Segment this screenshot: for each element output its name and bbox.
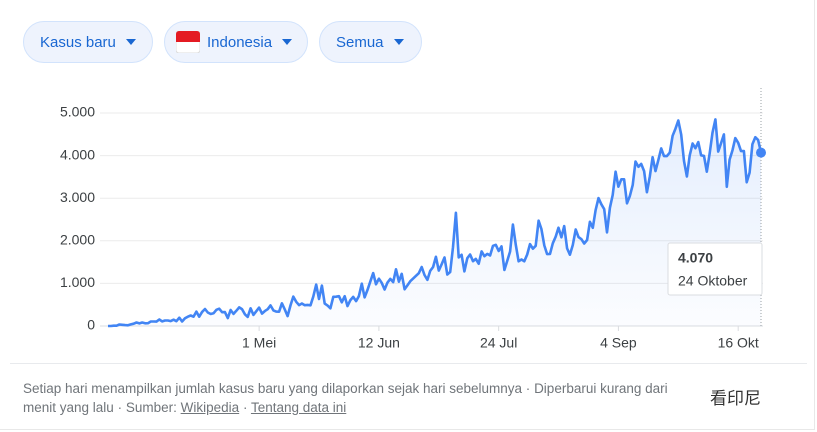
line [108,118,763,328]
dropdown-arrow [282,39,293,45]
tooltip-date: 24 Oktober [678,273,748,289]
y-tick-label: 1.000 [60,274,95,290]
dropdown-arrow [393,39,404,45]
metric-dropdown[interactable]: Kasus baru [23,21,153,63]
y-tick-label: 5.000 [60,104,95,120]
separator: · [525,381,531,396]
tooltip: 4.070 24 Oktober [667,242,763,296]
footer-line-1: Setiap hari menampilkan jumlah kasus bar… [23,381,668,396]
x-tick-label: 12 Jun [358,335,400,351]
source-link[interactable]: Wikipedia [180,400,240,415]
dropdown-arrow [125,39,136,45]
tooltip-box [667,242,763,296]
y-tick-label: 2.000 [60,232,95,248]
separator: · [117,400,123,415]
source-label: Sumber: [125,400,177,415]
footer-note: Setiap hari menampilkan jumlah kasus bar… [23,381,523,396]
chart: 0 1.000 2.000 3.000 4.000 5.000 1 Mei 12 Jun 24 … [60,88,766,351]
range-label: Semua [336,33,384,51]
x-tick-label: 16 Okt [718,335,759,351]
watermark: 看印尼 [706,384,765,409]
about-link[interactable]: Tentang data ini [250,400,347,415]
updated: Diperbarui kurang dari [534,381,668,396]
hover-point [756,147,766,158]
country-dropdown[interactable]: Indonesia [164,21,308,63]
x-tick-label: 24 Jul [480,335,517,351]
y-tick-label: 4.000 [60,146,95,162]
y-tick-label: 0 [87,317,95,333]
x-tick-label: 1 Mei [242,335,276,351]
tooltip-value: 4.070 [678,250,713,266]
footer-line-2: menit yang lalu · Sumber: Wikipedia · Te… [23,400,346,415]
range-dropdown[interactable]: Semua [319,21,422,63]
country-label: Indonesia [207,33,273,51]
divider [10,363,807,364]
separator: · [242,400,248,415]
x-tick-label: 4 Sep [600,335,637,351]
y-tick-label: 3.000 [60,189,95,205]
updated: menit yang lalu [23,400,114,415]
flag [176,31,200,53]
metric-label: Kasus baru [40,33,116,51]
area [108,119,761,327]
